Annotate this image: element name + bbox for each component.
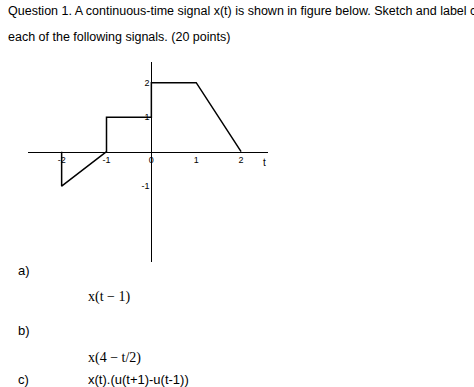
svg-text:0: 0 [149,155,154,165]
svg-text:1: 1 [145,112,150,122]
html-text:x(4 − t/2): x(4 − t/2) [88,350,141,365]
svg-text:-2: -2 [58,155,66,165]
html-text:x(t).(u(t+1)-u(t-1)): x(t).(u(t+1)-u(t-1)) [88,372,189,387]
html-text:each of the following signals.: each of the following signals. (20 point… [8,30,231,44]
svg-text:2: 2 [145,78,150,88]
svg-text:t: t [263,157,266,168]
html-text:c): c) [18,372,29,387]
html-text:x(t − 1): x(t − 1) [88,289,131,304]
svg-text:-1: -1 [142,181,150,191]
svg-text:1: 1 [194,155,199,165]
html-text:a): a) [18,263,30,278]
svg-text:2: 2 [239,155,244,165]
html-text:b): b) [18,323,30,338]
svg-text:-1: -1 [102,155,110,165]
